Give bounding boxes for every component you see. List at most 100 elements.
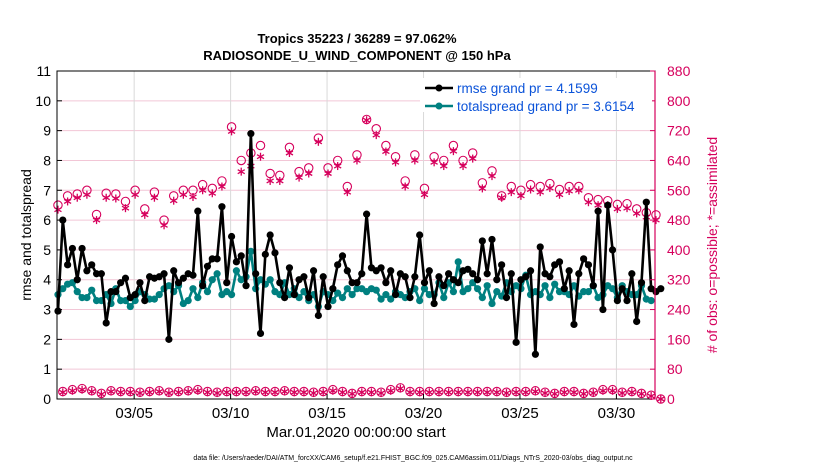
- asterisk-stroke: [396, 385, 405, 392]
- y-tick-label: 6: [43, 212, 51, 228]
- data-point-totalspread: [343, 285, 351, 293]
- data-point-rmse: [555, 258, 564, 266]
- data-point-rmse: [78, 244, 86, 253]
- asterisk-stroke: [218, 183, 226, 190]
- asterisk-stroke: [478, 185, 487, 191]
- data-point-rmse: [338, 252, 347, 260]
- asterisk-stroke: [73, 195, 82, 201]
- data-point-rmse: [633, 317, 641, 326]
- asterisk-stroke: [372, 132, 381, 138]
- data-point-rmse: [580, 255, 588, 263]
- data-point-rmse: [628, 270, 636, 278]
- data-point-totalspread: [372, 286, 380, 294]
- obs-assimilated-marker: [512, 388, 520, 397]
- obs-assimilated-marker: [415, 388, 424, 397]
- chart-title: Tropics 35223 / 36289 = 97.062%: [257, 31, 457, 46]
- obs-assimilated-marker: [536, 188, 545, 197]
- y2-tick-label: 800: [667, 93, 691, 109]
- data-point-rmse: [657, 285, 665, 293]
- y-tick-label: 11: [36, 63, 51, 79]
- data-file-footnote: data file: /Users/raeder/DAI/ATM_forcXX/…: [193, 455, 633, 462]
- obs-assimilated-marker: [348, 389, 356, 398]
- obs-assimilated-marker: [507, 188, 516, 197]
- obs-assimilated-marker: [319, 388, 328, 397]
- asterisk-stroke: [502, 390, 511, 396]
- data-point-rmse: [290, 291, 298, 299]
- obs-assimilated-marker: [222, 388, 231, 397]
- obs-assimilated-marker: [377, 389, 385, 398]
- data-point-rmse: [324, 302, 332, 311]
- y2-tick-label: 400: [667, 242, 691, 258]
- obs-assimilated-marker: [584, 198, 593, 207]
- obs-assimilated-marker: [488, 172, 496, 181]
- asterisk-stroke: [589, 390, 598, 396]
- data-point-rmse: [469, 270, 477, 278]
- obs-assimilated-marker: [300, 388, 308, 397]
- data-point-rmse: [363, 210, 371, 218]
- obs-assimilated-marker: [218, 182, 226, 191]
- obs-assimilated-marker: [174, 388, 183, 397]
- asterisk-stroke: [425, 389, 434, 395]
- obs-assimilated-marker: [517, 191, 525, 200]
- data-point-rmse: [382, 279, 390, 287]
- asterisk-stroke: [285, 150, 294, 156]
- asterisk-stroke: [555, 192, 564, 198]
- asterisk-stroke: [314, 139, 323, 145]
- y2-axis-label: # of obs: o=possible; *=assimilated: [704, 137, 720, 353]
- asterisk-stroke: [92, 217, 101, 223]
- asterisk-stroke: [357, 389, 366, 395]
- data-point-rmse: [565, 267, 573, 275]
- data-point-rmse: [488, 235, 496, 244]
- asterisk-stroke: [333, 163, 342, 169]
- obs-assimilated-marker: [574, 186, 583, 195]
- data-point-totalspread: [73, 288, 81, 296]
- data-point-rmse: [512, 338, 520, 346]
- asterisk-stroke: [116, 389, 125, 395]
- asterisk-stroke: [444, 389, 453, 395]
- obs-assimilated-marker: [126, 388, 135, 397]
- data-point-rmse: [218, 203, 226, 211]
- data-point-totalspread: [449, 288, 458, 296]
- data-point-rmse: [473, 276, 482, 284]
- legend-marker-totalspread: [435, 102, 443, 110]
- asterisk-stroke: [391, 159, 400, 165]
- data-point-rmse: [406, 294, 414, 302]
- data-point-totalspread: [155, 291, 163, 299]
- data-point-rmse: [117, 279, 125, 287]
- data-point-rmse: [179, 274, 187, 282]
- obs-assimilated-marker: [227, 127, 236, 136]
- asterisk-stroke: [198, 187, 207, 193]
- asterisk-stroke: [107, 388, 115, 395]
- data-point-totalspread: [377, 295, 385, 303]
- asterisk-stroke: [338, 389, 347, 395]
- asterisk-stroke: [87, 388, 96, 395]
- data-point-totalspread: [150, 295, 159, 303]
- data-point-totalspread: [454, 258, 462, 266]
- obs-assimilated-marker: [386, 386, 395, 395]
- obs-assimilated-marker: [280, 387, 289, 396]
- y2-tick-label: 160: [667, 331, 691, 347]
- data-point-rmse: [613, 297, 621, 305]
- obs-assimilated-marker: [73, 193, 82, 202]
- data-point-totalspread: [546, 294, 554, 302]
- asterisk-stroke: [415, 389, 424, 395]
- asterisk-stroke: [613, 206, 622, 212]
- series-lines: [54, 130, 665, 358]
- obs-assimilated-marker: [333, 162, 342, 171]
- asterisk-stroke: [112, 195, 120, 202]
- data-point-rmse: [309, 267, 318, 275]
- obs-assimilated-marker: [131, 190, 139, 199]
- asterisk-stroke: [232, 389, 241, 395]
- obs-assimilated-marker: [193, 386, 202, 395]
- data-point-rmse: [444, 270, 453, 278]
- obs-assimilated-marker: [560, 388, 569, 397]
- data-point-totalspread: [488, 299, 496, 308]
- data-point-rmse: [478, 237, 486, 245]
- data-point-totalspread: [247, 247, 255, 255]
- asterisk-stroke: [536, 189, 545, 195]
- data-point-rmse: [425, 267, 433, 275]
- asterisk-stroke: [189, 194, 197, 200]
- data-point-rmse: [170, 267, 178, 275]
- data-point-rmse: [136, 279, 144, 287]
- asterisk-stroke: [468, 156, 477, 162]
